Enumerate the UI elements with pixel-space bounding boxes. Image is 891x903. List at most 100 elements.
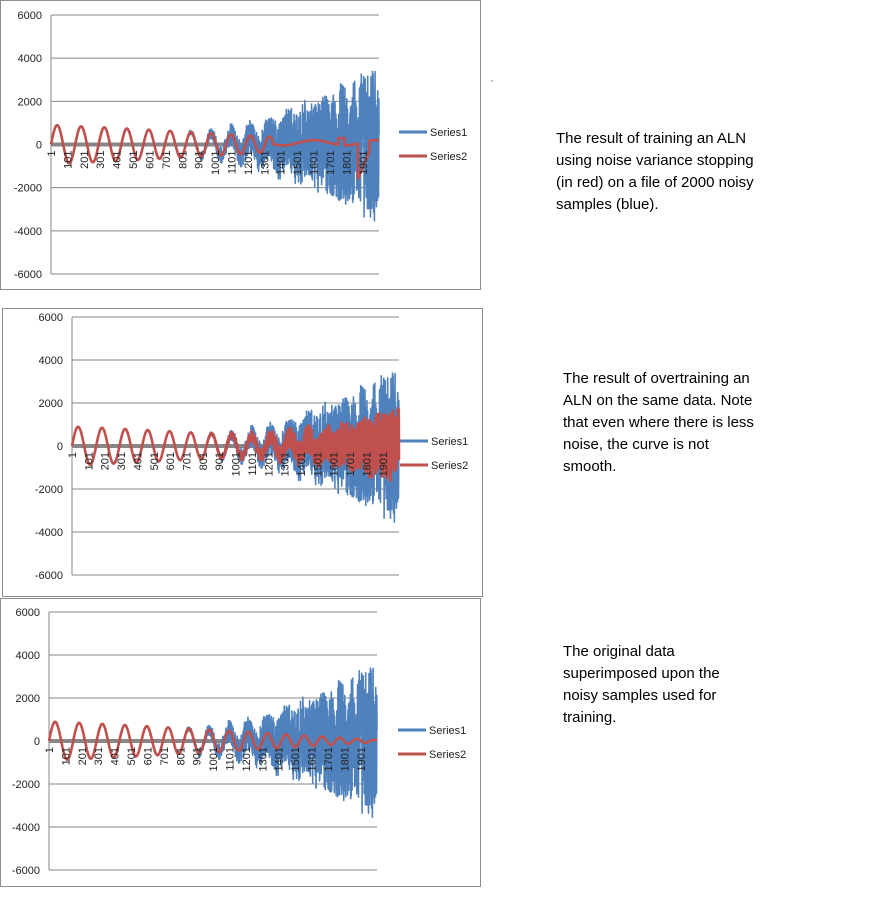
x-tick-label: 401 [132, 452, 144, 470]
y-tick-label: 6000 [16, 607, 40, 619]
legend-label-series1: Series1 [429, 725, 466, 737]
x-tick-label: 501 [126, 747, 138, 765]
x-tick-label: 1501 [292, 151, 304, 175]
x-tick-label: 1001 [208, 747, 220, 771]
x-tick-label: 501 [128, 151, 140, 169]
x-tick-label: 1901 [356, 747, 368, 771]
y-tick-label: 4000 [39, 355, 63, 367]
legend-label-series1: Series1 [430, 127, 467, 139]
legend-label-series2: Series2 [431, 460, 468, 472]
x-tick-label: 1801 [339, 747, 351, 771]
legend-label-series1: Series1 [431, 436, 468, 448]
x-tick-label: 201 [100, 452, 112, 470]
x-tick-label: 601 [165, 452, 177, 470]
x-tick-label: 301 [93, 747, 105, 765]
series-line-series2 [49, 124, 381, 180]
x-tick-label: 701 [159, 747, 171, 765]
y-tick-label: -6000 [12, 865, 40, 877]
x-tick-label: 801 [198, 452, 210, 470]
series-line-series2 [47, 720, 379, 761]
x-tick-label: 701 [161, 151, 173, 169]
x-tick-label: 1701 [325, 151, 337, 175]
y-tick-label: 6000 [39, 312, 63, 324]
x-tick-label: 1001 [210, 151, 222, 175]
x-tick-label: 1601 [307, 747, 319, 771]
x-tick-label: 1701 [345, 452, 357, 476]
x-tick-label: 1001 [231, 452, 243, 476]
x-tick-label: 1 [44, 747, 56, 753]
y-tick-label: 4000 [16, 650, 40, 662]
y-tick-label: 0 [36, 140, 42, 152]
x-tick-label: 1801 [341, 151, 353, 175]
caption-3: The original data superimposed upon the … [563, 643, 720, 726]
x-tick-label: 801 [177, 151, 189, 169]
x-tick-label: 1201 [241, 747, 253, 771]
x-tick-label: 1101 [247, 452, 259, 476]
y-tick-label: 2000 [18, 96, 42, 108]
x-tick-label: 1201 [243, 150, 255, 174]
chart-panel-3: 6000 4000 2000 0 -2000 -4000 -6000 1 101 201 301 40… [0, 598, 481, 887]
y-tick-label: -6000 [35, 570, 63, 582]
y-tick-label: -2000 [35, 484, 63, 496]
x-tick-label: 1401 [274, 747, 286, 771]
x-tick-label: 1901 [378, 452, 390, 476]
x-tick-label: 301 [95, 151, 107, 169]
x-tick-label: 1801 [361, 452, 373, 476]
x-tick-label: 201 [79, 151, 91, 169]
x-tick-label: 1 [46, 151, 58, 157]
y-tick-label: -4000 [35, 527, 63, 539]
x-tick-label: 1301 [259, 151, 271, 175]
x-tick-label: 1301 [280, 452, 292, 476]
x-tick-label: 1901 [358, 151, 370, 175]
x-tick-label: 901 [194, 151, 206, 169]
y-tick-label: 2000 [39, 398, 63, 410]
caption-1: The result of training an ALN using nois… [556, 130, 754, 213]
x-tick-label: 601 [144, 151, 156, 169]
x-tick-label: 401 [110, 747, 122, 765]
chart-panel-2: 6000 4000 2000 0 -2000 -4000 -6000 1 101 201 301 40… [2, 308, 483, 597]
x-tick-label: 201 [77, 747, 89, 765]
x-tick-label: 601 [142, 747, 154, 765]
y-tick-label: 0 [57, 441, 63, 453]
y-tick-label: -2000 [12, 779, 40, 791]
caption-2: The result of overtraining an ALN on the… [563, 370, 754, 475]
x-tick-label: 301 [116, 452, 128, 470]
x-tick-label: 501 [149, 452, 161, 470]
x-tick-label: 901 [192, 747, 204, 765]
x-tick-label: 1601 [309, 151, 321, 175]
y-tick-label: -4000 [12, 822, 40, 834]
x-tick-label: 1601 [329, 452, 341, 476]
y-tick-label: -2000 [14, 183, 42, 195]
x-tick-label: 1501 [290, 747, 302, 771]
x-tick-label: 801 [175, 747, 187, 765]
x-tick-label: 401 [112, 151, 124, 169]
series-line-series2 [70, 407, 401, 483]
x-tick-label: 101 [62, 151, 74, 169]
x-tick-label: 1401 [276, 151, 288, 175]
x-tick-label: 901 [214, 452, 226, 470]
legend-label-series2: Series2 [429, 749, 466, 761]
y-tick-label: 0 [34, 736, 40, 748]
y-tick-label: 2000 [16, 693, 40, 705]
x-tick-label: 1101 [224, 747, 236, 771]
x-tick-label: 1701 [323, 747, 335, 771]
x-tick-label: 101 [60, 747, 72, 765]
x-tick-label: 1501 [312, 452, 324, 476]
x-tick-label: 1101 [226, 150, 238, 174]
stray-mark [491, 80, 493, 82]
y-tick-label: 6000 [18, 10, 42, 22]
x-tick-label: 1401 [296, 452, 308, 476]
x-tick-label: 101 [83, 452, 95, 470]
x-tick-label: 1201 [263, 452, 275, 476]
x-tick-label: 1301 [257, 747, 269, 771]
y-tick-label: -6000 [14, 269, 42, 281]
legend-label-series2: Series2 [430, 151, 467, 163]
chart-panel-1: 6000 4000 2000 0 -2000 -4000 -6000 1 101 201 301 40… [0, 0, 481, 290]
x-tick-label: 1 [67, 452, 79, 458]
x-tick-label: 701 [182, 452, 194, 470]
y-tick-label: -4000 [14, 226, 42, 238]
y-tick-label: 4000 [18, 53, 42, 65]
